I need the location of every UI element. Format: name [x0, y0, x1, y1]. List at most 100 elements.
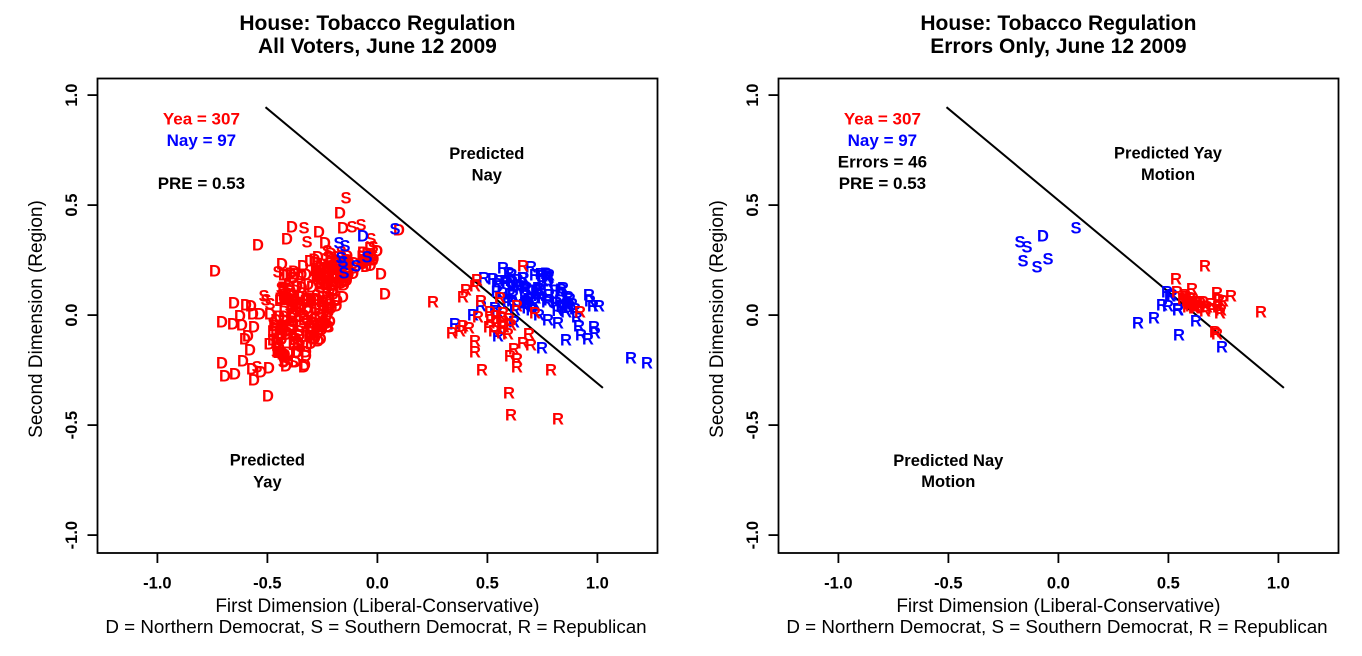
- svg-text:R: R: [1172, 301, 1184, 319]
- svg-text:D: D: [300, 344, 312, 362]
- svg-text:S: S: [324, 280, 335, 298]
- svg-text:R: R: [493, 273, 505, 291]
- svg-text:S: S: [342, 254, 353, 272]
- svg-text:R: R: [1182, 299, 1194, 317]
- svg-text:D: D: [313, 305, 325, 323]
- svg-text:R: R: [549, 282, 561, 300]
- svg-text:S: S: [326, 269, 337, 287]
- svg-text:D: D: [288, 291, 300, 309]
- svg-text:D: D: [340, 268, 352, 286]
- svg-text:S: S: [336, 244, 347, 262]
- svg-text:D: D: [283, 290, 295, 308]
- svg-text:D: D: [341, 272, 353, 290]
- svg-text:R: R: [491, 276, 503, 294]
- svg-text:R: R: [537, 290, 549, 308]
- svg-text:D: D: [326, 276, 338, 294]
- svg-text:D: D: [279, 353, 291, 371]
- svg-text:R: R: [521, 294, 533, 312]
- svg-text:R: R: [534, 281, 546, 299]
- svg-text:R: R: [554, 284, 566, 302]
- svg-text:D: D: [276, 317, 288, 335]
- svg-text:R: R: [521, 299, 533, 317]
- svg-text:R: R: [511, 351, 523, 369]
- svg-text:R: R: [497, 305, 509, 323]
- svg-text:0.5: 0.5: [1157, 575, 1180, 593]
- svg-text:D: D: [254, 306, 266, 324]
- svg-text:D: D: [308, 330, 320, 348]
- svg-text:D: D: [267, 323, 279, 341]
- svg-text:R: R: [1191, 294, 1203, 312]
- svg-text:D: D: [328, 267, 340, 285]
- svg-text:R: R: [496, 318, 508, 336]
- svg-text:D: D: [292, 334, 304, 352]
- svg-text:S: S: [295, 338, 306, 356]
- svg-text:D: D: [274, 292, 286, 310]
- svg-text:Predicted: Predicted: [449, 145, 524, 163]
- svg-text:R: R: [557, 280, 569, 298]
- svg-text:R: R: [1216, 339, 1228, 357]
- svg-text:S: S: [258, 288, 269, 306]
- svg-text:R: R: [1173, 327, 1185, 345]
- svg-text:R: R: [446, 325, 458, 343]
- svg-text:D: D: [289, 266, 301, 284]
- svg-text:S: S: [365, 231, 376, 249]
- svg-text:R: R: [519, 281, 531, 299]
- svg-text:D: D: [281, 231, 293, 249]
- svg-text:R: R: [530, 282, 542, 300]
- svg-text:D: D: [334, 205, 346, 223]
- svg-text:R: R: [1188, 300, 1200, 318]
- svg-text:D: D: [337, 288, 349, 306]
- svg-text:D: D: [331, 266, 343, 284]
- svg-text:R: R: [574, 304, 586, 322]
- svg-text:D: D: [312, 324, 324, 342]
- svg-text:R: R: [536, 340, 548, 358]
- svg-text:D: D: [331, 292, 343, 310]
- svg-text:D: D: [306, 279, 318, 297]
- svg-text:Second Dimension (Region): Second Dimension (Region): [26, 200, 47, 438]
- svg-text:D: D: [263, 360, 275, 378]
- svg-text:D: D: [288, 305, 300, 323]
- svg-text:D: D: [371, 243, 383, 261]
- svg-text:R: R: [550, 294, 562, 312]
- svg-text:R: R: [625, 350, 637, 368]
- svg-text:R: R: [543, 287, 555, 305]
- svg-text:D: D: [361, 245, 373, 263]
- svg-text:D: D: [325, 245, 337, 263]
- svg-text:R: R: [533, 287, 545, 305]
- svg-text:S: S: [271, 344, 282, 362]
- svg-text:D: D: [291, 278, 303, 296]
- svg-text:0.0: 0.0: [63, 304, 81, 327]
- svg-text:D: D: [309, 330, 321, 348]
- svg-text:D: D: [325, 296, 337, 314]
- svg-text:R: R: [552, 411, 564, 429]
- svg-text:R: R: [1255, 304, 1267, 322]
- svg-text:D: D: [286, 219, 298, 237]
- svg-text:D: D: [313, 267, 325, 285]
- svg-text:R: R: [1156, 297, 1168, 315]
- svg-text:D: D: [255, 364, 267, 382]
- svg-text:D: D: [216, 314, 228, 332]
- svg-text:D = Northern Democrat, S = Sou: D = Northern Democrat, S = Southern Demo…: [105, 616, 646, 637]
- svg-text:R: R: [508, 314, 520, 332]
- svg-text:D: D: [273, 325, 285, 343]
- svg-text:Motion: Motion: [921, 473, 975, 491]
- svg-text:S: S: [1021, 239, 1032, 257]
- svg-text:R: R: [518, 297, 530, 315]
- svg-text:D: D: [317, 272, 329, 290]
- svg-text:0.0: 0.0: [1047, 575, 1070, 593]
- svg-text:D: D: [319, 235, 331, 253]
- svg-text:D: D: [330, 291, 342, 309]
- svg-text:Errors = 46: Errors = 46: [838, 153, 927, 172]
- svg-text:R: R: [1215, 302, 1227, 320]
- svg-text:D: D: [275, 344, 287, 362]
- svg-text:D: D: [293, 323, 305, 341]
- svg-text:S: S: [277, 318, 288, 336]
- svg-text:R: R: [463, 320, 475, 338]
- svg-text:D: D: [209, 263, 221, 281]
- svg-text:R: R: [492, 328, 504, 346]
- svg-text:S: S: [355, 217, 366, 235]
- svg-text:R: R: [641, 355, 653, 373]
- svg-text:D: D: [270, 321, 282, 339]
- svg-text:D: D: [313, 319, 325, 337]
- svg-text:R: R: [1197, 294, 1209, 312]
